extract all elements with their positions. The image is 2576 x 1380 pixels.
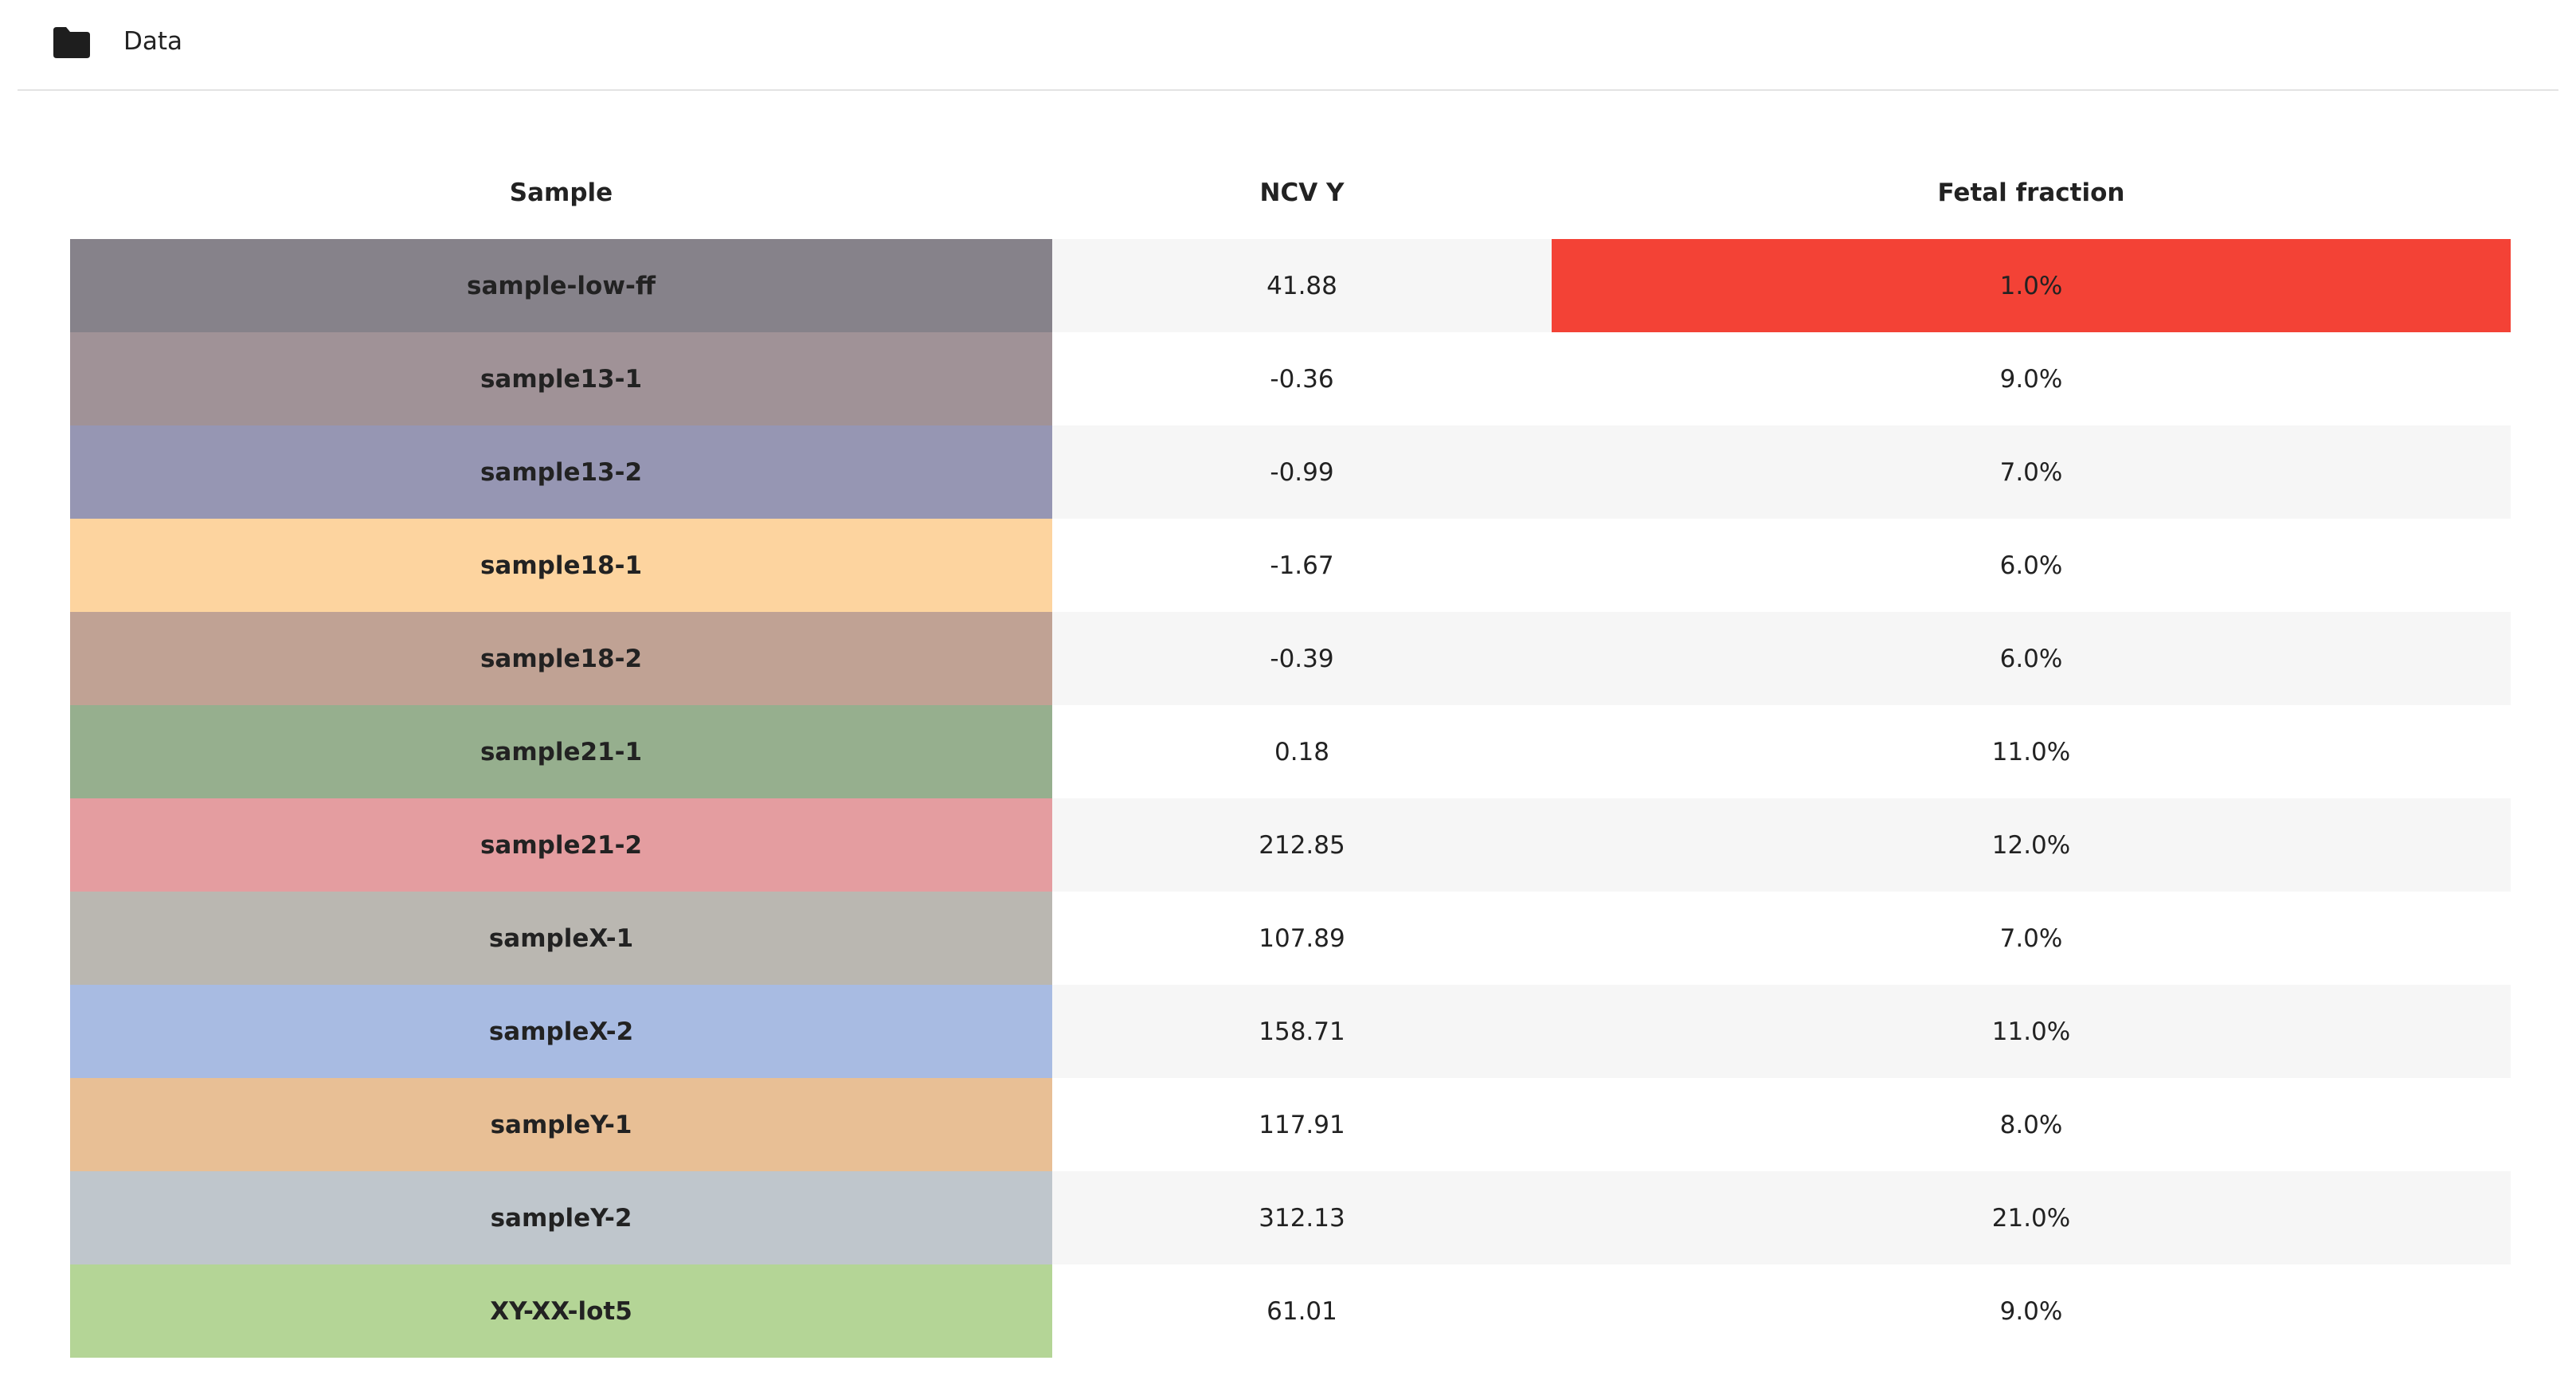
column-header-sample[interactable]: Sample: [509, 178, 613, 207]
table-row: sample18-2 -0.39 6.0%: [70, 612, 2511, 705]
sample-name-cell: sampleY-1: [70, 1078, 1052, 1171]
ncv-y-cell: -1.67: [1270, 551, 1334, 580]
table-row: sampleX-1 107.89 7.0%: [70, 892, 2511, 985]
sample-name-cell: sample21-2: [70, 798, 1052, 892]
ncv-y-cell: 158.71: [1052, 985, 1552, 1078]
table-row: sampleY-1 117.91 8.0%: [70, 1078, 2511, 1171]
table-row: XY-XX-lot5 61.01 9.0%: [70, 1264, 2511, 1358]
sample-name-cell: sample18-1: [70, 519, 1052, 612]
ncv-y-cell: -0.99: [1052, 425, 1552, 519]
fetal-fraction-cell: 6.0%: [1552, 612, 2511, 705]
fetal-fraction-cell: 12.0%: [1552, 798, 2511, 892]
column-header-ncv-y[interactable]: NCV Y: [1259, 178, 1345, 207]
fetal-fraction-cell: 8.0%: [1999, 1110, 2063, 1139]
ncv-y-cell: 0.18: [1274, 737, 1330, 766]
column-header-fetal-fraction[interactable]: Fetal fraction: [1937, 178, 2125, 207]
sample-name-cell: sample13-1: [70, 332, 1052, 425]
ncv-y-cell: -0.39: [1052, 612, 1552, 705]
table-row: sampleX-2 158.71 11.0%: [70, 985, 2511, 1078]
ncv-y-cell: 107.89: [1259, 923, 1345, 953]
fetal-fraction-cell: 11.0%: [1991, 737, 2071, 766]
fetal-fraction-cell: 7.0%: [1552, 425, 2511, 519]
table-row: sample18-1 -1.67 6.0%: [70, 519, 2511, 612]
table-row: sample21-2 212.85 12.0%: [70, 798, 2511, 892]
fetal-fraction-cell: 1.0%: [1552, 239, 2511, 332]
data-table: Sample NCV Y Fetal fraction sample-low-f…: [70, 147, 2511, 1358]
fetal-fraction-cell: 9.0%: [1999, 1296, 2063, 1326]
fetal-fraction-cell: 9.0%: [1999, 364, 2063, 394]
sample-name-cell: sample18-2: [70, 612, 1052, 705]
folder-icon[interactable]: [52, 25, 92, 59]
ncv-y-cell: 212.85: [1052, 798, 1552, 892]
fetal-fraction-cell: 7.0%: [1999, 923, 2063, 953]
fetal-fraction-cell: 21.0%: [1552, 1171, 2511, 1264]
sample-name-cell: sampleX-2: [70, 985, 1052, 1078]
table-row: sample13-2 -0.99 7.0%: [70, 425, 2511, 519]
ncv-y-cell: 312.13: [1052, 1171, 1552, 1264]
ncv-y-cell: 41.88: [1052, 239, 1552, 332]
sample-name-cell: sample13-2: [70, 425, 1052, 519]
header-bar: Data: [18, 0, 2558, 91]
table-row: sample21-1 0.18 11.0%: [70, 705, 2511, 798]
ncv-y-cell: 117.91: [1259, 1110, 1345, 1139]
page-title: Data: [123, 27, 183, 56]
sample-name-cell: sampleX-1: [70, 892, 1052, 985]
table-row: sample13-1 -0.36 9.0%: [70, 332, 2511, 425]
table-header-row: Sample NCV Y Fetal fraction: [70, 147, 2511, 239]
sample-name-cell: sample-low-ff: [70, 239, 1052, 332]
fetal-fraction-cell: 6.0%: [1999, 551, 2063, 580]
sample-name-cell: XY-XX-lot5: [70, 1264, 1052, 1358]
sample-name-cell: sample21-1: [70, 705, 1052, 798]
table-body: sample-low-ff 41.88 1.0% sample13-1 -0.36 9.0…: [70, 239, 2511, 1358]
sample-name-cell: sampleY-2: [70, 1171, 1052, 1264]
fetal-fraction-cell: 11.0%: [1552, 985, 2511, 1078]
table-row: sample-low-ff 41.88 1.0%: [70, 239, 2511, 332]
ncv-y-cell: -0.36: [1270, 364, 1334, 394]
table-row: sampleY-2 312.13 21.0%: [70, 1171, 2511, 1264]
ncv-y-cell: 61.01: [1266, 1296, 1337, 1326]
